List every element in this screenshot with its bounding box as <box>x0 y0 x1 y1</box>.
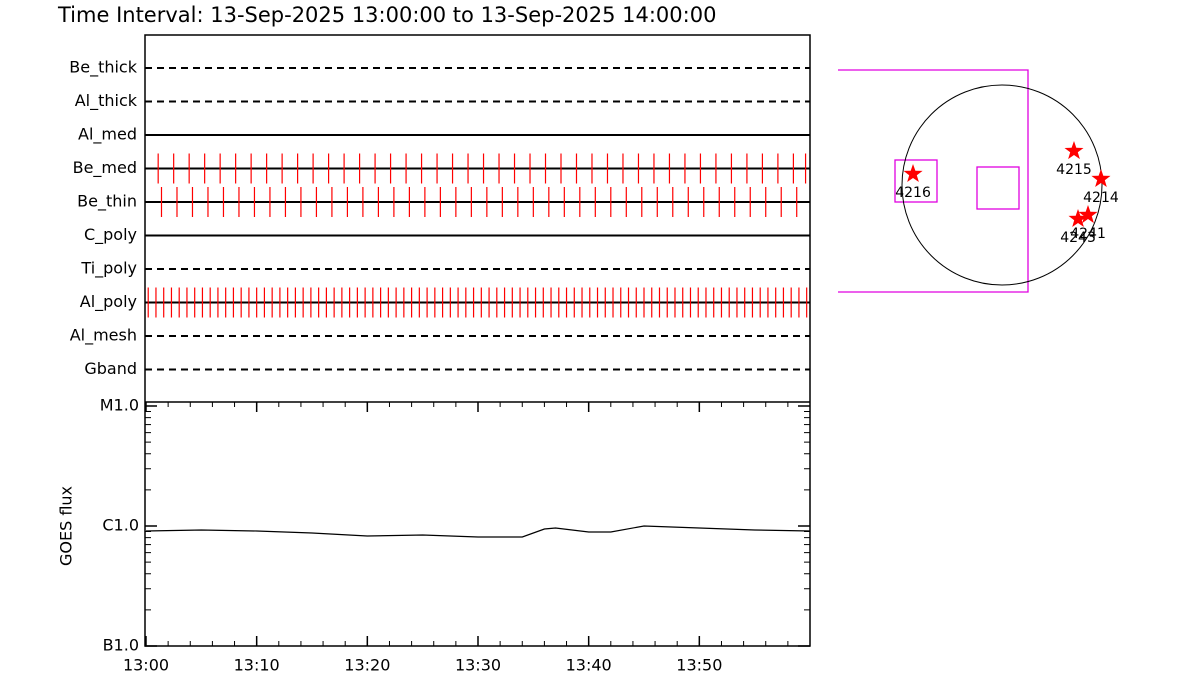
solar-disk <box>901 84 1103 286</box>
filter-label: C_poly <box>84 225 137 245</box>
filter-label: Al_med <box>78 125 137 145</box>
fov-outline <box>838 69 1029 293</box>
region-star <box>1068 209 1088 227</box>
region-star <box>1064 141 1084 160</box>
filter-label: Al_poly <box>80 292 137 312</box>
fov-box <box>894 159 938 203</box>
region-star <box>1078 205 1098 224</box>
filter-label: Gband <box>84 359 137 378</box>
x-tick-label: 13:30 <box>455 656 501 675</box>
chart-title: Time Interval: 13-Sep-2025 13:00:00 to 1… <box>57 3 716 27</box>
x-tick-label: 13:20 <box>344 656 390 675</box>
plot-frame <box>144 34 811 647</box>
goes-curve <box>145 525 811 538</box>
y-tick-label: M1.0 <box>100 396 139 415</box>
filter-label: Ti_poly <box>80 259 137 279</box>
region-label: 4216 <box>895 185 931 201</box>
x-tick-label: 13:10 <box>234 656 280 675</box>
y-tick-label: B1.0 <box>103 636 139 655</box>
region-label: 4214 <box>1083 190 1119 206</box>
region-label: 4215 <box>1056 162 1092 178</box>
region-label: 4241 <box>1070 226 1106 242</box>
x-tick-label: 13:50 <box>676 656 722 675</box>
filter-label: Be_thin <box>77 192 137 212</box>
filter-label: Be_thick <box>69 58 137 78</box>
fov-box <box>976 166 1020 210</box>
filter-label: Al_mesh <box>70 326 137 346</box>
y-tick-label: C1.0 <box>102 516 139 535</box>
x-tick-label: 13:40 <box>566 656 612 675</box>
filter-label: Be_med <box>73 158 137 178</box>
region-star <box>1091 169 1111 187</box>
x-tick-label: 13:00 <box>123 656 169 675</box>
filter-label: Al_thick <box>75 91 138 111</box>
y-axis-label: GOES flux <box>57 486 76 566</box>
region-label: 4243 <box>1060 230 1096 246</box>
region-star <box>903 164 923 182</box>
